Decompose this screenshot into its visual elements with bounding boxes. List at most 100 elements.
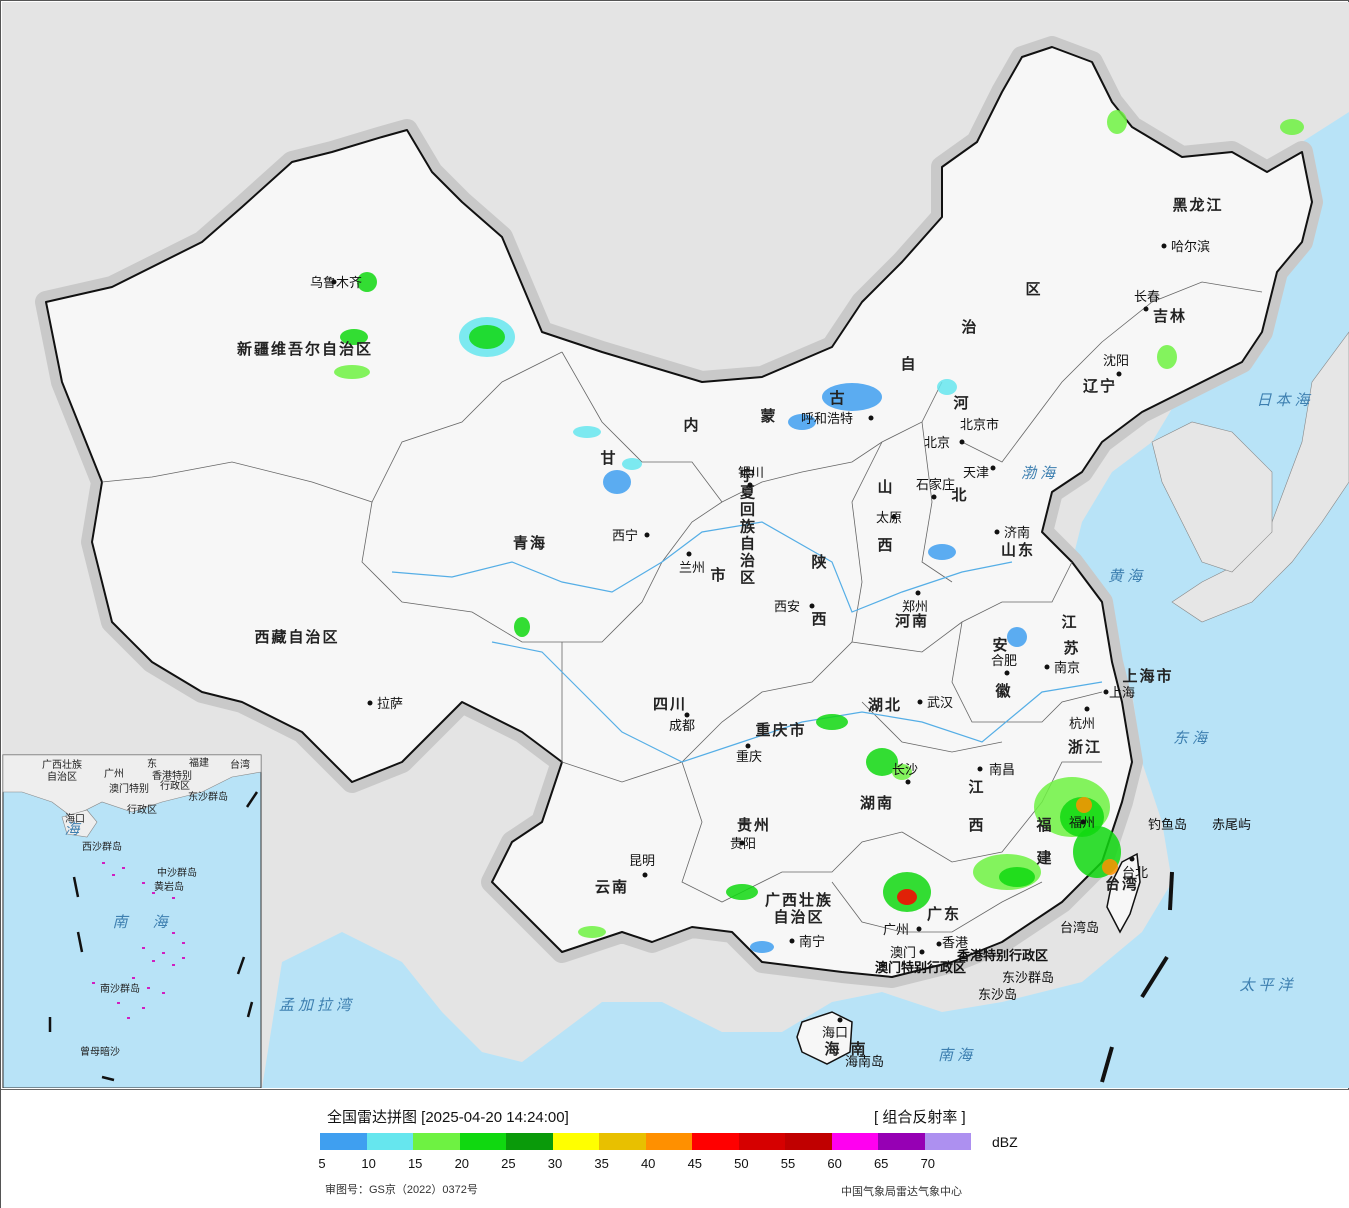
color-swatch	[878, 1133, 925, 1150]
province-borders	[101, 281, 1263, 933]
province-label: 西	[968, 816, 985, 834]
city-label: 福州	[1069, 816, 1095, 831]
city-label: 乌鲁木齐	[310, 275, 362, 291]
sea-area	[262, 112, 1349, 1088]
island-mark	[127, 1017, 130, 1019]
island-mark	[147, 987, 150, 989]
province-label: 贵州	[737, 816, 771, 834]
tick-label: 60	[827, 1156, 842, 1171]
city-label: 重庆	[736, 749, 762, 765]
color-swatch	[831, 1133, 878, 1150]
radar-echo	[822, 383, 882, 411]
inset-label: 行政区	[127, 803, 157, 816]
radar-echo	[937, 379, 957, 395]
radar-echo	[334, 365, 370, 379]
province-label: 陕	[811, 553, 828, 571]
province-label: 甘	[600, 449, 617, 467]
maritime-boundary	[1100, 871, 1174, 1083]
city-marker	[915, 590, 921, 596]
tick-label: 35	[594, 1156, 609, 1171]
radar-echo	[469, 325, 505, 349]
inset-label: 香港特别	[152, 770, 192, 782]
province-label: 市	[710, 566, 727, 584]
province-label: 河南	[895, 612, 929, 630]
province-label: 广西壮族	[765, 891, 833, 909]
hainan-land	[796, 1011, 853, 1065]
inset-label: 海	[152, 913, 171, 931]
radar-map: 新疆维吾尔自治区 西藏自治区 青海甘内蒙古自治区黑龙江 吉林 辽宁河北山西山东 四川 重庆市…	[2, 2, 1349, 1088]
city-marker	[1129, 856, 1135, 862]
rivers	[391, 521, 1103, 763]
radar-echo	[514, 617, 530, 637]
city-label: 长春	[1134, 290, 1160, 305]
island-mark	[152, 960, 155, 962]
province-label: 新疆维吾尔自治区	[237, 340, 373, 358]
region-label: 东沙群岛	[1002, 970, 1054, 986]
city-marker	[686, 551, 692, 557]
island-mark	[162, 952, 165, 954]
city-label: 呼和浩特	[801, 412, 853, 427]
city-label: 长沙	[892, 763, 918, 778]
province-label: 内	[683, 416, 700, 434]
province-label: 徽	[994, 682, 1012, 700]
radar-echo	[1107, 110, 1127, 134]
island-mark	[182, 957, 185, 959]
province-label: 湖南	[860, 794, 894, 812]
province-label: 北	[951, 486, 968, 504]
city-marker	[917, 699, 923, 705]
tick-label: 45	[687, 1156, 703, 1171]
island-mark	[142, 882, 145, 884]
radar-echo	[750, 941, 774, 953]
city-label: 合肥	[991, 654, 1017, 669]
city-label: 西安	[774, 600, 800, 615]
province-label: 安	[992, 636, 1009, 654]
unit-label: dBZ	[992, 1134, 1018, 1150]
review-number: 审图号：GS京（2022）0372号	[325, 1184, 478, 1196]
radar-echo	[788, 414, 816, 430]
island-mark	[172, 932, 175, 934]
region-label: 钓鱼岛	[1148, 817, 1187, 833]
sea-label: 南海	[938, 1046, 976, 1064]
radar-echo	[622, 458, 642, 470]
legend-title: 全国雷达拼图 [2025-04-20 14:24:00]	[327, 1109, 569, 1126]
region-label: 海南岛	[845, 1054, 884, 1070]
korea-land	[1151, 421, 1273, 573]
sea-label: 太平洋	[1239, 976, 1296, 994]
radar-echo	[603, 470, 631, 494]
city-label: 南昌	[989, 762, 1015, 778]
province-label: 吉林	[1153, 307, 1187, 325]
province-label: 福	[1035, 816, 1053, 834]
tick-label: 10	[361, 1156, 376, 1171]
city-marker	[789, 938, 795, 944]
city-marker	[1084, 706, 1090, 712]
city-label: 台北	[1122, 866, 1148, 881]
inset-label: 广州	[104, 768, 124, 780]
province-label: 上海市	[1122, 667, 1173, 685]
island-mark	[117, 1002, 120, 1004]
island-mark	[122, 867, 125, 869]
city-marker	[739, 840, 745, 846]
province-label: 江	[1061, 613, 1078, 631]
city-label: 天津	[963, 466, 989, 481]
color-swatch	[552, 1133, 599, 1150]
province-label: 台湾	[1105, 875, 1139, 893]
region-label: 香港特别行政区	[956, 948, 1048, 964]
island-mark	[182, 942, 185, 944]
sea-label: 日本海	[1256, 391, 1313, 409]
province-label: 南	[850, 1040, 867, 1058]
city-label: 北京	[924, 436, 950, 451]
taiwan-land	[1106, 852, 1141, 934]
city-marker	[367, 700, 373, 706]
province-label: 山东	[1001, 541, 1035, 559]
city-marker	[916, 926, 922, 932]
island-mark	[142, 1007, 145, 1009]
island-mark	[152, 892, 155, 894]
japan-land	[1171, 331, 1349, 623]
region-label: 北京市	[960, 417, 999, 433]
province-label: 山	[877, 478, 894, 496]
inset-label: 自治区	[47, 770, 77, 783]
province-label: 湖北	[868, 696, 902, 714]
radar-echo	[928, 544, 956, 560]
